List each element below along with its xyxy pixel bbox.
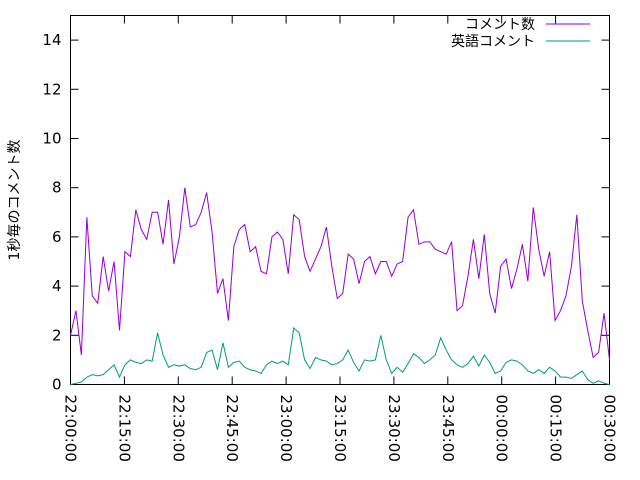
- y-tick-label: 4: [52, 277, 62, 295]
- legend-label: コメント数: [465, 17, 535, 33]
- x-tick-label: 23:15:00: [331, 395, 349, 462]
- y-tick-label: 10: [42, 130, 61, 148]
- x-tick-label: 22:30:00: [169, 395, 187, 462]
- y-tick-label: 8: [52, 179, 62, 197]
- x-tick-label: 22:45:00: [223, 395, 241, 462]
- x-tick-label: 22:00:00: [62, 395, 80, 462]
- x-tick-label: 23:00:00: [277, 395, 295, 462]
- plot-frame: [70, 15, 610, 385]
- x-tick-label: 22:15:00: [115, 395, 133, 462]
- y-tick-label: 2: [52, 326, 62, 344]
- y-tick-label: 6: [52, 228, 62, 246]
- y-axis: 0 2 4 6 8 10 12 14: [42, 31, 610, 394]
- series-layer: [70, 187, 610, 385]
- series-line-2: [70, 326, 610, 385]
- legend-label: 英語コメント: [451, 33, 535, 50]
- series-line-1: [70, 187, 610, 360]
- x-tick-label: 00:00:00: [493, 395, 511, 462]
- y-tick-label: 0: [52, 376, 62, 394]
- y-tick-label: 12: [42, 80, 61, 98]
- x-tick-label: 23:30:00: [385, 395, 403, 462]
- x-axis: 22:00:00 22:15:00 22:30:00 22:45:00 23:00:00…: [62, 15, 619, 462]
- y-tick-label: 14: [42, 31, 61, 49]
- x-tick-label: 23:45:00: [439, 395, 457, 462]
- x-tick-label: 00:30:00: [601, 395, 619, 462]
- y-axis-label: 1秒毎のコメント数: [7, 140, 23, 261]
- x-tick-label: 00:15:00: [547, 395, 565, 462]
